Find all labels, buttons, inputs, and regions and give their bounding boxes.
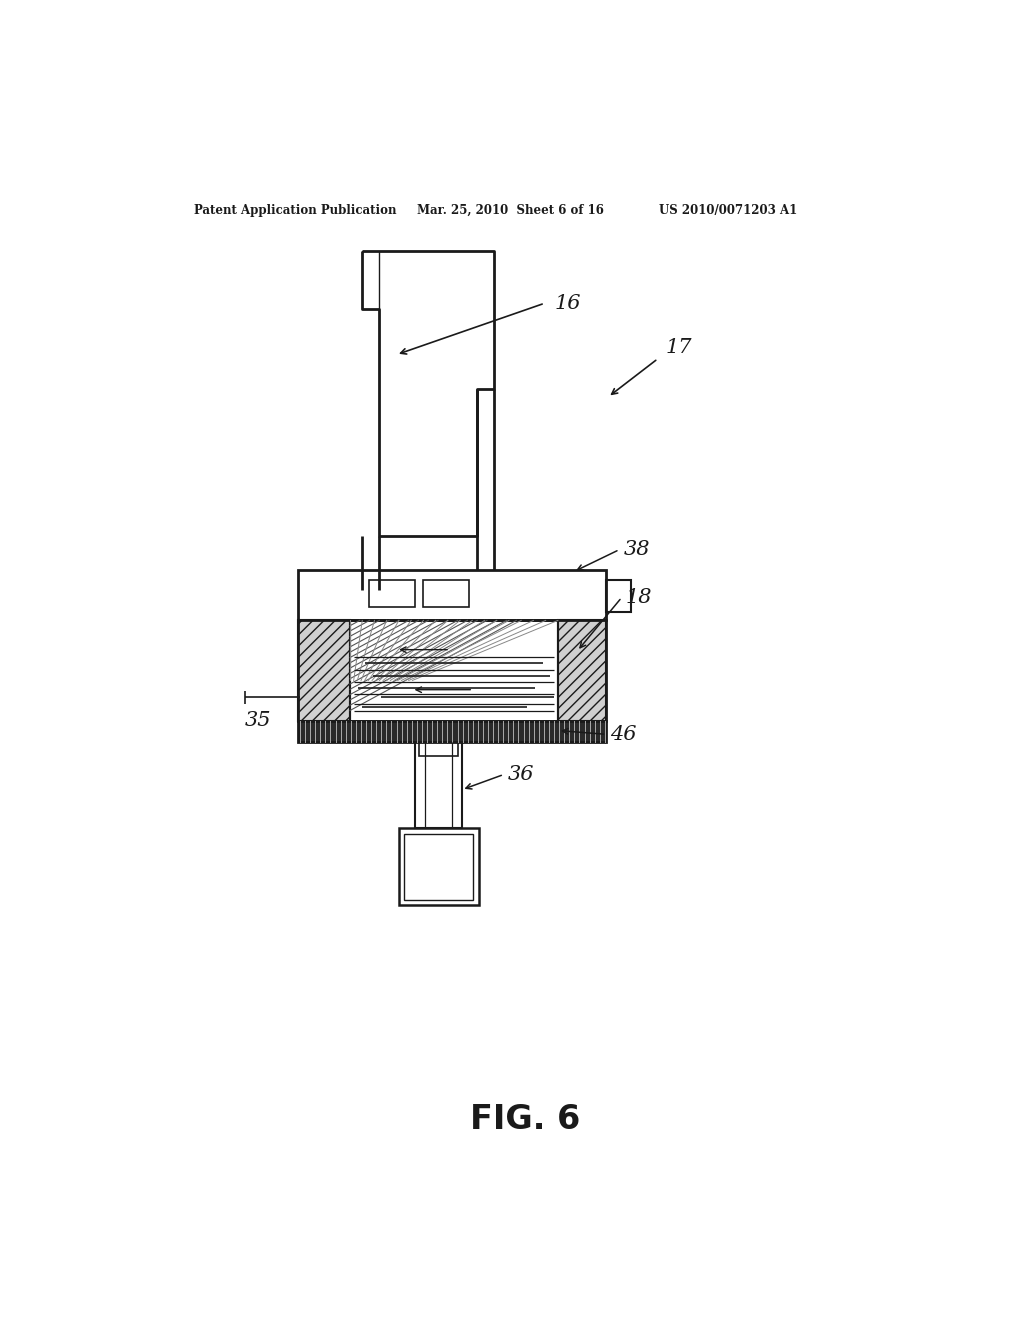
Text: Mar. 25, 2010  Sheet 6 of 16: Mar. 25, 2010 Sheet 6 of 16 [417, 205, 604, 218]
Bar [403, 834, 473, 900]
Bar [558, 620, 606, 721]
Text: 36: 36 [508, 764, 535, 784]
Bar [298, 570, 606, 620]
Bar [370, 579, 416, 607]
Text: 35: 35 [245, 711, 271, 730]
Bar [298, 721, 606, 742]
Bar [423, 579, 469, 607]
Bar [416, 742, 462, 829]
Text: 18: 18 [626, 587, 652, 607]
Text: 16: 16 [554, 293, 581, 313]
Text: 46: 46 [610, 725, 637, 744]
Text: FIG. 6: FIG. 6 [470, 1104, 580, 1135]
Text: US 2010/0071203 A1: US 2010/0071203 A1 [658, 205, 797, 218]
Text: Patent Application Publication: Patent Application Publication [194, 205, 396, 218]
Bar [298, 620, 606, 721]
Bar [298, 620, 350, 721]
Bar [419, 742, 458, 756]
Bar [606, 579, 631, 612]
Text: 17: 17 [666, 338, 692, 356]
Text: 38: 38 [624, 540, 650, 560]
Bar [398, 829, 478, 906]
